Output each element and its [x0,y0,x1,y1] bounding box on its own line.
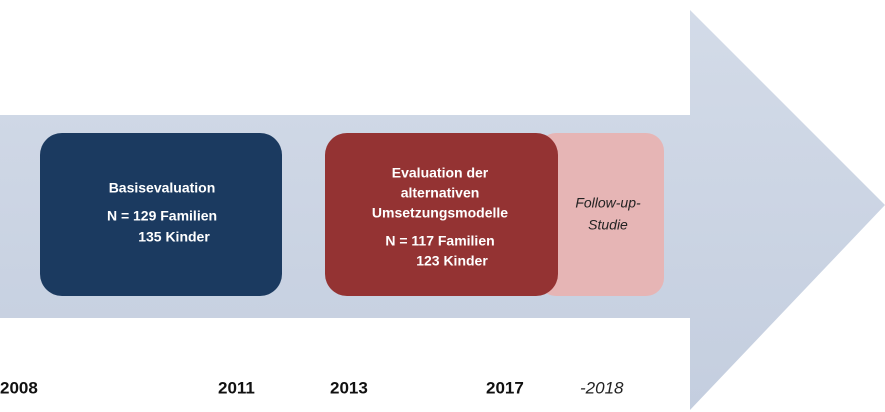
year-label: 2008 [0,378,38,397]
box-text: Follow-up- [575,195,641,211]
evaluation-box [325,133,558,296]
year-label: 2011 [218,378,255,397]
box-text: 123 Kinder [416,253,488,269]
year-label: 2013 [330,378,368,397]
box-text: Studie [588,217,628,233]
basis-box [40,133,282,296]
box-text: N = 117 Familien [385,233,494,249]
box-text: alternativen [401,185,480,201]
followup-box [538,133,664,296]
year-label: -2018 [580,378,624,397]
box-text: Basisevaluation [109,180,216,196]
year-label: 2017 [486,378,524,397]
box-text: 135 Kinder [138,229,210,245]
box-text: Evaluation der [392,165,489,181]
box-text: N = 129 Familien [107,208,217,224]
box-text: Umsetzungsmodelle [372,205,508,221]
